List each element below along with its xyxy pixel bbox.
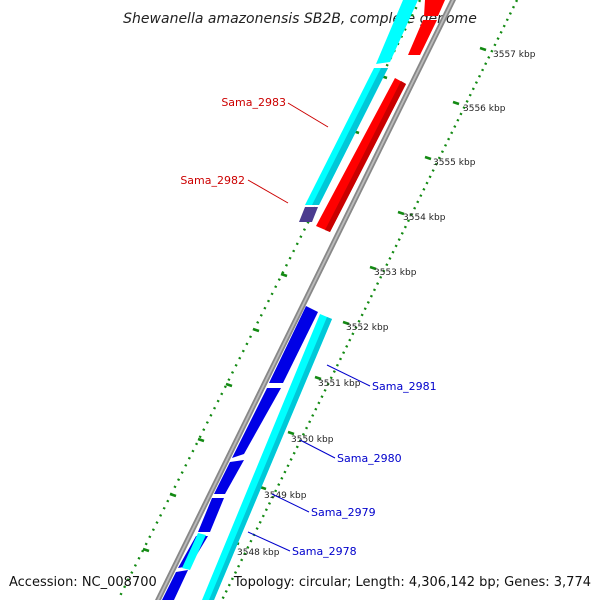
gene-label-sama-2981[interactable]: Sama_2981 [372, 380, 437, 393]
kbp-label: 3554 kbp [403, 213, 446, 223]
leader-sama-2983 [287, 102, 329, 128]
genome-info-text: Topology: circular; Length: 4,306,142 bp… [233, 575, 591, 590]
reverse-gene-shade [312, 68, 388, 205]
inner-tick-4 [252, 327, 260, 333]
kbp-label: 3556 kbp [463, 104, 506, 114]
tick-3550 [287, 430, 295, 436]
inner-tick-6 [197, 437, 205, 443]
cds-sama-2983[interactable] [408, 20, 437, 55]
cds-bottom[interactable] [162, 570, 188, 600]
gene-label-sama-2983[interactable]: Sama_2983 [221, 96, 286, 109]
cds-sama-2981[interactable] [269, 306, 318, 383]
gene-label-sama-2980[interactable]: Sama_2980 [337, 452, 402, 465]
cds-sama-2979[interactable] [214, 460, 244, 494]
ruler-labels: 3557 kbp 3556 kbp 3555 kbp 3554 kbp 3553… [237, 50, 536, 558]
kbp-label: 3551 kbp [318, 379, 361, 389]
inner-tick-8 [142, 547, 150, 553]
gene-label-sama-2982[interactable]: Sama_2982 [180, 174, 245, 187]
kbp-label: 3552 kbp [346, 323, 389, 333]
tick-3555 [424, 155, 432, 161]
leader-sama-2978 [247, 531, 291, 552]
kbp-label: 3555 kbp [433, 158, 476, 168]
tick-3551 [314, 375, 322, 381]
cds-gap [398, 58, 418, 76]
kbp-label: 3549 kbp [264, 491, 307, 501]
tick-3557 [479, 46, 487, 52]
inner-tick-3 [280, 272, 288, 278]
inner-tick-7 [169, 492, 177, 498]
leader-lines [247, 102, 371, 552]
leader-sama-2979 [271, 493, 310, 513]
forward-gene-segment[interactable] [182, 533, 206, 570]
gene-label-sama-2978[interactable]: Sama_2978 [292, 545, 357, 558]
overlap-block[interactable] [299, 207, 318, 222]
cds-top[interactable] [424, 0, 445, 16]
leader-sama-2981 [326, 364, 371, 387]
tick-3554 [397, 210, 405, 216]
cds-sama-2980[interactable] [232, 388, 281, 458]
backbone-highlight [157, 0, 454, 600]
cds-sama-2982-shade [325, 81, 406, 232]
tick-3556 [452, 100, 460, 106]
map-title: Shewanella amazonensis SB2B, complete ge… [123, 11, 477, 27]
tick-3553 [369, 265, 377, 271]
leader-sama-2980 [299, 439, 336, 459]
gene-labels: Sama_2983 Sama_2982 Sama_2981 Sama_2980 … [180, 96, 436, 558]
inner-tick-5 [225, 382, 233, 388]
forward-gene-track-shade [209, 317, 332, 600]
kbp-label: 3548 kbp [237, 548, 280, 558]
kbp-label: 3553 kbp [374, 268, 417, 278]
reverse-gene-upper[interactable] [376, 0, 418, 64]
kbp-label: 3557 kbp [493, 50, 536, 60]
tick-3552 [342, 320, 350, 326]
kbp-label: 3550 kbp [291, 435, 334, 445]
backbone [155, 0, 456, 600]
leader-sama-2982 [247, 179, 289, 204]
cds-sama-2978[interactable] [198, 498, 224, 532]
forward-features [162, 306, 332, 600]
accession-text: Accession: NC_008700 [9, 575, 157, 590]
reverse-features [299, 0, 445, 232]
gene-label-sama-2979[interactable]: Sama_2979 [311, 506, 376, 519]
